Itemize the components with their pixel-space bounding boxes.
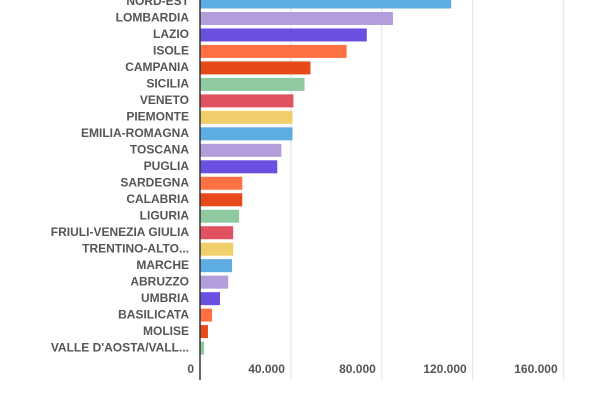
y-tick-label: MARCHE	[136, 258, 189, 272]
y-tick-label: ABRUZZO	[130, 274, 189, 288]
y-tick-label: CALABRIA	[126, 192, 189, 206]
bar	[200, 242, 234, 256]
x-tick-label: 160.000	[514, 362, 558, 376]
bar	[200, 94, 294, 108]
bar	[200, 61, 311, 75]
bar	[200, 259, 233, 273]
y-tick-label: NORD-EST	[126, 0, 189, 8]
y-tick-label: UMBRIA	[141, 291, 189, 305]
bar	[200, 77, 305, 91]
y-tick-label: VENETO	[140, 93, 189, 107]
bar	[200, 341, 205, 355]
y-tick-label: ISOLE	[153, 44, 189, 58]
bar	[200, 0, 452, 9]
y-tick-label: FRIULI-VENEZIA GIULIA	[51, 225, 190, 239]
y-tick-label: LAZIO	[153, 27, 189, 41]
bar	[200, 28, 367, 42]
x-tick-label: 80.000	[339, 362, 376, 376]
bar	[200, 160, 278, 174]
bar	[200, 193, 243, 207]
y-tick-label: CAMPANIA	[125, 60, 189, 74]
y-tick-label: LOMBARDIA	[116, 11, 190, 25]
y-tick-label: PIEMONTE	[126, 110, 189, 124]
y-tick-label: PUGLIA	[144, 159, 190, 173]
x-tick-label: 120.000	[423, 362, 467, 376]
bar	[200, 143, 282, 157]
bar	[200, 325, 208, 339]
y-tick-label: LIGURIA	[140, 208, 190, 222]
bar	[200, 209, 240, 223]
y-tick-label: TRENTINO-ALTO...	[82, 241, 189, 255]
y-tick-label: SICILIA	[146, 77, 189, 91]
y-tick-label: SARDEGNA	[120, 175, 189, 189]
y-tick-label: BASILICATA	[118, 307, 189, 321]
bar	[200, 308, 213, 322]
bar	[200, 44, 347, 58]
x-tick-label: 0	[187, 362, 194, 376]
bar	[200, 292, 220, 306]
y-tick-label: VALLE D'AOSTA/VALL...	[51, 340, 189, 354]
bar	[200, 127, 293, 141]
bar	[200, 11, 393, 25]
bar	[200, 176, 243, 190]
bar	[200, 275, 229, 289]
y-tick-label: TOSCANA	[130, 142, 189, 156]
x-tick-label: 40.000	[248, 362, 285, 376]
y-tick-label: EMILIA-ROMAGNA	[81, 126, 189, 140]
bar	[200, 110, 293, 124]
y-tick-label: MOLISE	[143, 324, 189, 338]
bar	[200, 226, 234, 240]
